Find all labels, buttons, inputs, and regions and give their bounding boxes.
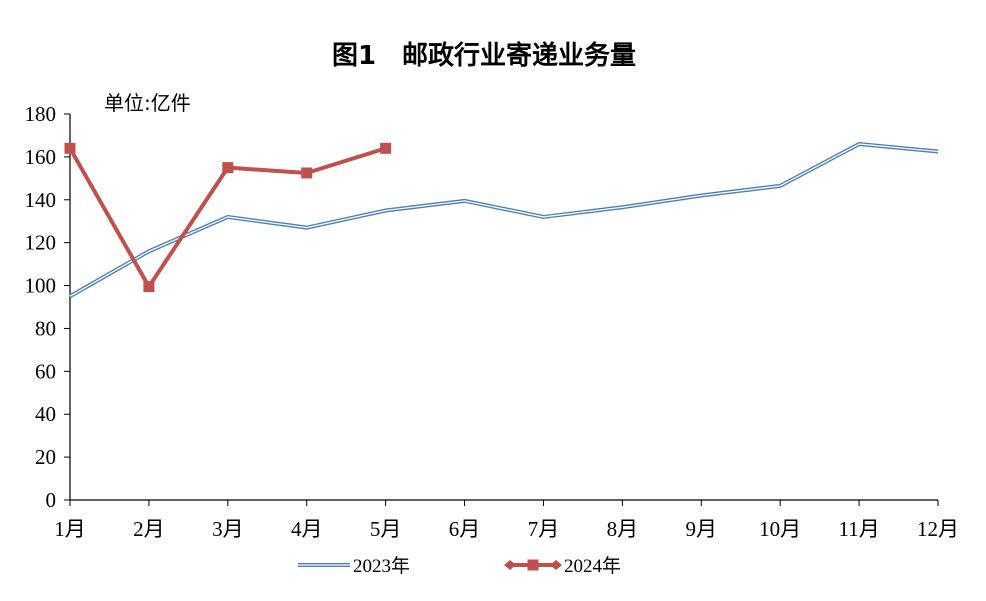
legend-label-2023: 2023年	[353, 555, 410, 577]
axes: 0 20 40 60 80 100 120 140 160 180 1月 2月 3月 4月 5月 6月 7月 8月…	[25, 102, 960, 541]
x-tick-label: 10月	[759, 517, 801, 541]
series-2023-line	[69, 142, 939, 299]
x-tick-label: 4月	[291, 517, 323, 541]
x-tick-label: 9月	[686, 517, 718, 541]
y-tick-label: 100	[25, 274, 57, 298]
x-tick-label: 8月	[607, 517, 639, 541]
series-2024-marker	[64, 142, 76, 154]
legend-item-2023: 2023年	[298, 555, 410, 577]
x-tick-label: 12月	[917, 517, 959, 541]
y-tick-label: 140	[25, 188, 57, 212]
y-tick-label: 180	[25, 102, 57, 126]
x-tick-label: 1月	[54, 517, 86, 541]
x-tick-label: 5月	[370, 517, 402, 541]
series-2024	[64, 142, 392, 293]
x-tick-label: 6月	[449, 517, 481, 541]
series-2024-marker	[143, 281, 155, 293]
series-2024-marker	[380, 142, 392, 154]
y-tick-label: 20	[35, 445, 56, 469]
legend: 2023年 2024年	[298, 555, 621, 577]
y-tick-label: 0	[46, 488, 57, 512]
y-tick-label: 80	[35, 316, 56, 340]
y-tick-label: 120	[25, 231, 57, 255]
legend-item-2024: 2024年	[504, 555, 621, 577]
x-tick-label: 7月	[528, 517, 560, 541]
legend-label-2024: 2024年	[564, 555, 621, 577]
x-tick-label: 11月	[838, 517, 879, 541]
y-tick-label: 60	[35, 359, 56, 383]
x-tick-label: 3月	[212, 517, 244, 541]
legend-diamond-right	[550, 560, 562, 570]
series-2024-marker	[222, 162, 234, 174]
y-tick-label: 40	[35, 402, 56, 426]
y-tick-label: 160	[25, 145, 57, 169]
chart-title: 图1 邮政行业寄递业务量	[332, 40, 636, 71]
legend-diamond-left	[504, 560, 516, 570]
legend-marker-2024	[527, 559, 539, 571]
series-2023-line-inner	[69, 143, 939, 297]
series-2024-marker	[301, 167, 313, 179]
x-tick-label: 2月	[133, 517, 165, 541]
series-2023	[69, 142, 939, 299]
unit-label: 单位:亿件	[104, 91, 191, 115]
series-layer	[64, 142, 939, 299]
